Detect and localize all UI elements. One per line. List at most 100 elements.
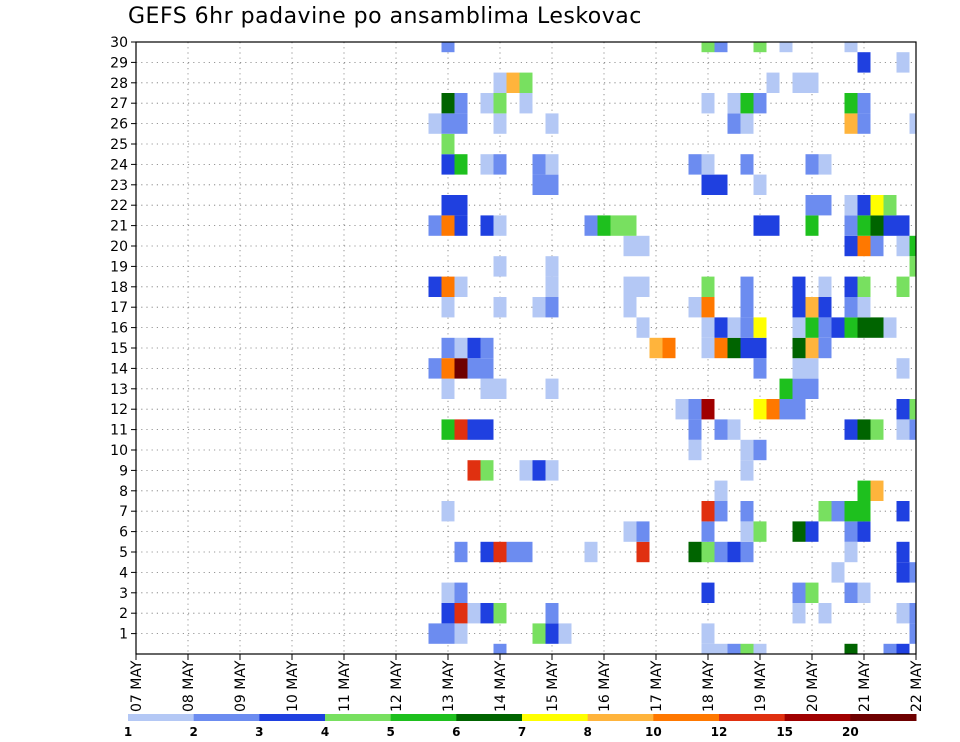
data-cell [467,419,481,440]
y-tick-label: 13 [110,382,128,398]
y-tick-label: 4 [119,565,128,581]
data-cell [493,154,507,175]
data-cell [493,378,507,399]
data-cell [636,521,650,542]
data-cell [740,460,754,481]
data-cell [896,52,910,73]
colorbar-label: 10 [645,725,662,739]
y-tick-label: 14 [110,361,128,377]
data-cell [454,603,468,624]
data-cell [532,174,546,195]
data-cell [740,113,754,134]
data-cell [545,623,559,644]
data-cell [792,521,806,542]
data-cell [441,215,455,236]
data-cell [883,195,897,216]
data-cell [688,297,702,318]
data-cell [870,195,884,216]
data-cell [792,358,806,379]
data-cell [454,337,468,359]
y-tick-label: 7 [119,504,128,520]
data-cell [857,276,871,297]
data-cell [896,419,910,440]
x-tick-label: 20 MAY [805,660,821,712]
data-cell [519,460,533,481]
y-tick-label: 11 [110,423,128,439]
data-cell [844,215,858,236]
data-cell [688,439,702,461]
data-cell [493,643,507,654]
data-cell [740,521,754,542]
data-cell [454,623,468,644]
data-cell [857,317,871,338]
data-cell [701,521,715,542]
data-cell [454,358,468,379]
data-cell [454,215,468,236]
data-cell [480,358,494,379]
data-cell [428,276,442,297]
data-cell [896,215,910,236]
data-cell [883,643,897,654]
data-cell [623,276,637,297]
data-cell [740,297,754,318]
data-cell [805,582,819,603]
data-cell [441,195,455,216]
data-cell [870,317,884,338]
data-cell [545,378,559,399]
data-cell [610,215,624,236]
colorbar-swatch [325,714,392,721]
colorbar-swatch [128,714,195,721]
data-cell [623,215,637,236]
data-cell [883,215,897,236]
data-cell [857,93,871,114]
data-cell [870,480,884,501]
data-cell [896,501,910,522]
x-tick-label: 22 MAY [909,660,925,712]
data-cell [753,42,767,53]
data-cell [545,297,559,318]
x-tick-label: 21 MAY [857,660,873,712]
data-cell [909,419,916,440]
data-cell [545,276,559,297]
y-tick-label: 27 [110,96,128,112]
y-tick-label: 23 [110,178,128,194]
data-cell [454,582,468,603]
data-cell [714,419,728,440]
data-cell [714,317,728,338]
data-cell [818,337,832,359]
data-cell [701,154,715,175]
data-cell [636,235,650,257]
data-cell [909,113,916,134]
data-cell [844,235,858,257]
data-cell [636,276,650,297]
data-cell [701,337,715,359]
data-cell [766,72,780,93]
data-cell [675,399,689,420]
data-cell [844,297,858,318]
data-cell [519,541,533,563]
data-cell [441,133,455,155]
data-cell [480,378,494,399]
data-cell [792,582,806,603]
colorbar-swatch [784,714,851,721]
data-cell [727,337,741,359]
data-cell [857,501,871,522]
data-cell [844,419,858,440]
x-tick-label: 16 MAY [597,660,613,712]
data-cell [909,399,916,420]
data-cell [428,623,442,644]
data-cells [428,42,916,654]
y-tick-label: 16 [110,321,128,337]
data-cell [753,317,767,338]
data-cell [857,235,871,257]
data-cell [805,337,819,359]
data-cell [662,337,676,359]
colorbar-label: 3 [255,725,263,739]
data-cell [428,358,442,379]
y-tick-label: 28 [110,76,128,92]
data-cell [844,195,858,216]
data-cell [701,501,715,522]
colorbar-label: 8 [583,725,591,739]
x-tick-label: 10 MAY [285,660,301,712]
x-tick-label: 15 MAY [545,660,561,712]
